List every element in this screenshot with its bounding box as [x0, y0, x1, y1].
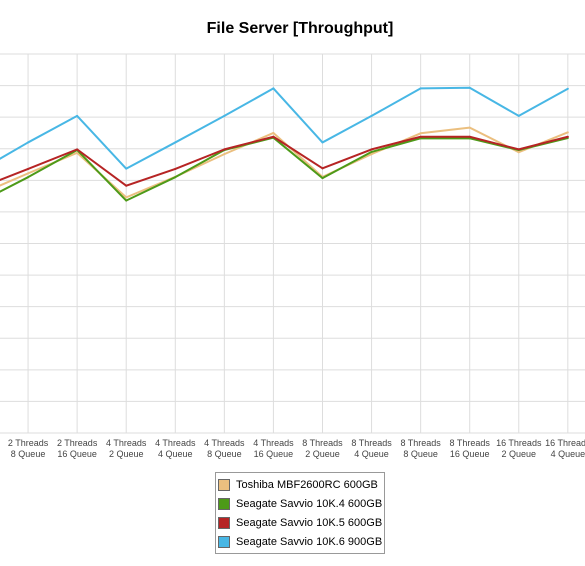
legend-label: Toshiba MBF2600RC 600GB — [236, 478, 378, 491]
legend-swatch — [218, 535, 230, 548]
legend-swatch — [218, 516, 230, 529]
data-point — [370, 150, 373, 153]
x-tick-label: 8 Queue — [207, 449, 242, 459]
data-point — [27, 172, 30, 175]
x-tick-label: 2 Threads — [8, 438, 49, 448]
x-tick-label: 8 Queue — [11, 449, 46, 459]
x-tick-label: 2 Threads — [57, 438, 98, 448]
data-point — [272, 87, 275, 90]
data-point — [76, 114, 79, 117]
data-point — [468, 126, 471, 129]
legend-label: Seagate Savvio 10K.6 900GB — [236, 535, 383, 548]
data-point — [321, 167, 324, 170]
data-point — [174, 141, 177, 144]
data-point — [468, 86, 471, 89]
data-point — [27, 167, 30, 170]
data-point — [419, 87, 422, 90]
series-line-1 — [0, 126, 569, 199]
data-point — [27, 141, 30, 144]
x-tick-label: 16 Threads — [496, 438, 542, 448]
x-tick-label: 4 Queue — [158, 449, 193, 459]
data-point — [76, 151, 79, 154]
x-tick-label: 8 Queue — [403, 449, 438, 459]
data-point — [321, 141, 324, 144]
x-tick-label: 8 Threads — [400, 438, 441, 448]
series-lines — [0, 86, 569, 202]
data-point — [125, 196, 128, 199]
x-tick-label: 8 Threads — [450, 438, 491, 448]
legend-item: Seagate Savvio 10K.6 900GB — [218, 532, 384, 551]
x-tick-label: 8 Threads — [351, 438, 392, 448]
legend-label: Seagate Savvio 10K.4 600GB — [236, 497, 383, 510]
data-point — [517, 151, 520, 154]
x-tick-label: 8 Threads — [302, 438, 343, 448]
data-point — [419, 135, 422, 138]
legend-item: Seagate Savvio 10K.4 600GB — [218, 494, 384, 513]
data-point — [321, 177, 324, 180]
data-point — [272, 135, 275, 138]
data-point — [223, 114, 226, 117]
x-tick-label: 4 Threads — [253, 438, 294, 448]
data-point — [174, 167, 177, 170]
data-point — [272, 131, 275, 134]
x-tick-label: 4 Threads — [106, 438, 147, 448]
legend-swatch — [218, 497, 230, 510]
data-point — [370, 114, 373, 117]
legend-swatch — [218, 478, 230, 491]
series-line-2 — [0, 136, 569, 202]
data-point — [419, 132, 422, 135]
legend-item: Seagate Savvio 10K.5 600GB — [218, 513, 384, 532]
x-tick-label: 2 Queue — [502, 449, 537, 459]
data-point — [174, 176, 177, 179]
data-point — [125, 184, 128, 187]
data-point — [223, 153, 226, 156]
legend-label: Seagate Savvio 10K.5 600GB — [236, 516, 383, 529]
data-point — [566, 131, 569, 134]
data-point — [566, 87, 569, 90]
data-point — [468, 135, 471, 138]
x-tick-label: 4 Queue — [354, 449, 389, 459]
chart-title: File Server [Throughput] — [206, 20, 394, 37]
data-point — [517, 114, 520, 117]
x-tick-label: 2 Queue — [109, 449, 144, 459]
legend: Toshiba MBF2600RC 600GB Seagate Savvio 10… — [215, 472, 385, 554]
data-point — [27, 176, 30, 179]
data-point — [566, 135, 569, 138]
x-tick-label: 4 Threads — [204, 438, 245, 448]
x-tick-label: 16 Threads — [545, 438, 585, 448]
x-tick-label: 16 Queue — [254, 449, 294, 459]
grid — [0, 53, 585, 434]
data-point — [76, 148, 79, 151]
data-point — [223, 148, 226, 151]
data-point — [125, 167, 128, 170]
data-point — [370, 148, 373, 151]
data-point — [125, 199, 128, 202]
data-point — [370, 153, 373, 156]
data-point — [517, 148, 520, 151]
x-tick-label: 4 Queue — [551, 449, 585, 459]
x-tick-label: 2 Queue — [305, 449, 340, 459]
x-tick-label: 4 Threads — [155, 438, 196, 448]
legend-item: Toshiba MBF2600RC 600GB — [218, 475, 384, 494]
x-tick-label: 16 Queue — [450, 449, 490, 459]
x-tick-label: 16 Queue — [57, 449, 97, 459]
